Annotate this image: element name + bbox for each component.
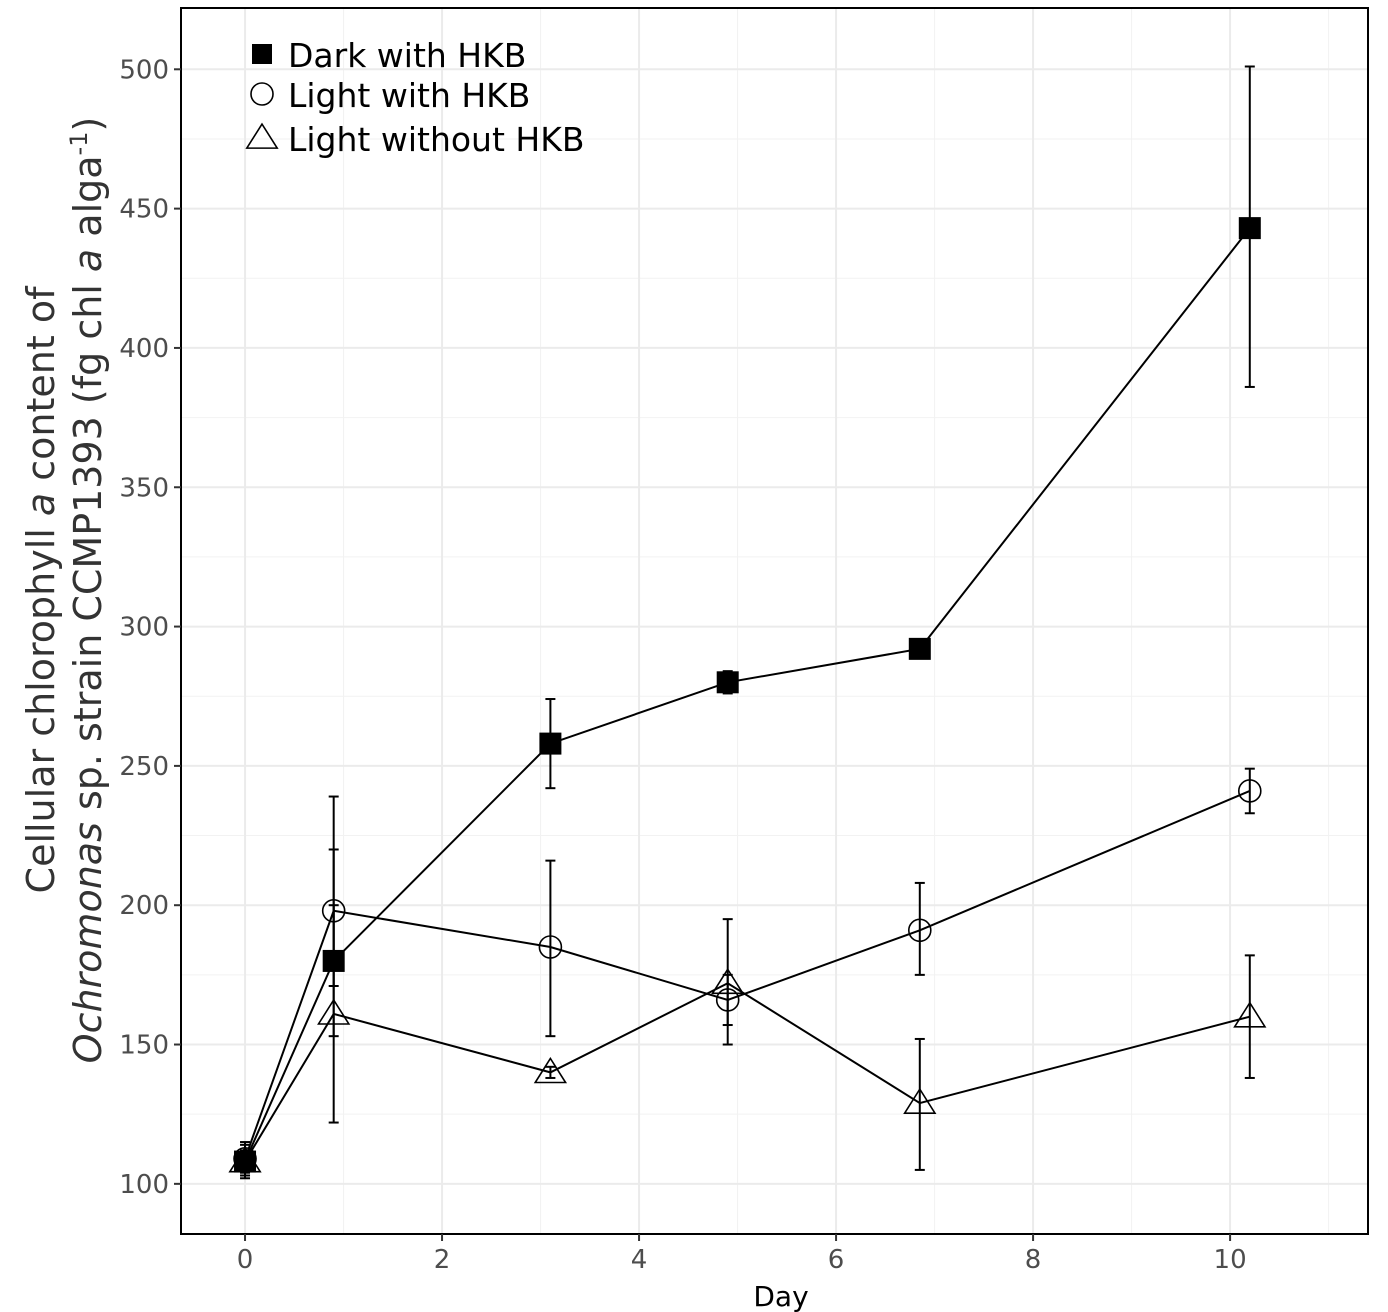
series-point-0	[1238, 217, 1261, 240]
grid-major	[181, 8, 1368, 1234]
series-point-1	[1237, 779, 1262, 803]
x-axis-title: Day	[753, 1280, 808, 1312]
legend-label: Dark with HKB	[288, 36, 526, 75]
y-tick-label: 100	[119, 1170, 169, 1200]
series-point-0	[322, 949, 345, 972]
series-point-2	[903, 1087, 937, 1114]
x-tick-label: 6	[828, 1245, 845, 1275]
series-point-2	[711, 967, 745, 995]
series-lines	[244, 227, 1251, 1163]
series-point-0	[908, 637, 931, 660]
series-line-2	[244, 982, 1251, 1163]
grid-minor	[181, 8, 1368, 1234]
series-point-1	[715, 988, 740, 1012]
series-markers	[228, 217, 1267, 1173]
y-tick-label: 400	[119, 334, 169, 364]
series-line-1	[244, 790, 1251, 1160]
series-point-0	[539, 732, 562, 755]
series-point-2	[228, 1146, 262, 1173]
series-point-1	[538, 935, 563, 959]
x-tick-label: 10	[1214, 1245, 1247, 1275]
series-point-2	[1233, 1001, 1267, 1028]
y-tick-label: 200	[119, 891, 169, 921]
panel-border	[180, 7, 1369, 1235]
y-tick-label: 150	[119, 1031, 169, 1061]
y-tick-label: 500	[119, 55, 169, 85]
series-point-2	[317, 998, 351, 1025]
series-point-2	[533, 1056, 568, 1084]
legend-label: Light with HKB	[288, 76, 530, 115]
x-tick-label: 0	[237, 1245, 254, 1275]
y-tick-label: 450	[119, 195, 169, 225]
x-axis-ticks: 0 2 4 6 8 10	[237, 1234, 1247, 1275]
series-line-0	[244, 227, 1251, 1162]
x-tick-label: 2	[434, 1245, 451, 1275]
y-tick-label: 300	[119, 613, 169, 643]
x-tick-label: 8	[1025, 1245, 1042, 1275]
series-point-1	[907, 918, 932, 943]
y-tick-label: 350	[119, 473, 169, 503]
legend-marker	[250, 82, 274, 106]
legend-label: Light without HKB	[288, 120, 584, 159]
legend-marker	[252, 44, 272, 64]
series-point-0	[716, 671, 739, 694]
x-tick-label: 4	[631, 1245, 648, 1275]
series-point-1	[321, 898, 346, 923]
y-tick-label: 250	[119, 752, 169, 782]
y-axis-ticks: 100 150 200 250 300 350 400 450 500	[119, 55, 181, 1200]
y-axis-title-line2: Ochromonas sp. strain CCMP1393 (fg chl a…	[65, 117, 110, 1064]
y-axis-title-line1: Cellular chlorophyll a content of	[19, 285, 63, 894]
y-axis-title: Cellular chlorophyll a content of Ochrom…	[19, 117, 110, 1064]
legend-marker	[245, 122, 279, 149]
